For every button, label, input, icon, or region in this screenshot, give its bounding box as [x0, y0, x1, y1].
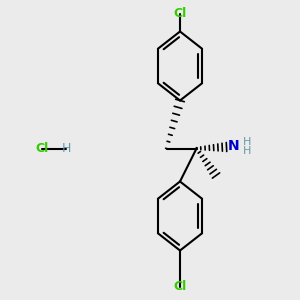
- Text: Cl: Cl: [173, 7, 187, 20]
- Text: Cl: Cl: [35, 142, 49, 155]
- Text: H: H: [61, 142, 71, 155]
- Text: Cl: Cl: [173, 280, 187, 293]
- Text: H: H: [243, 137, 251, 147]
- Text: H: H: [243, 146, 251, 157]
- Text: N: N: [228, 140, 240, 153]
